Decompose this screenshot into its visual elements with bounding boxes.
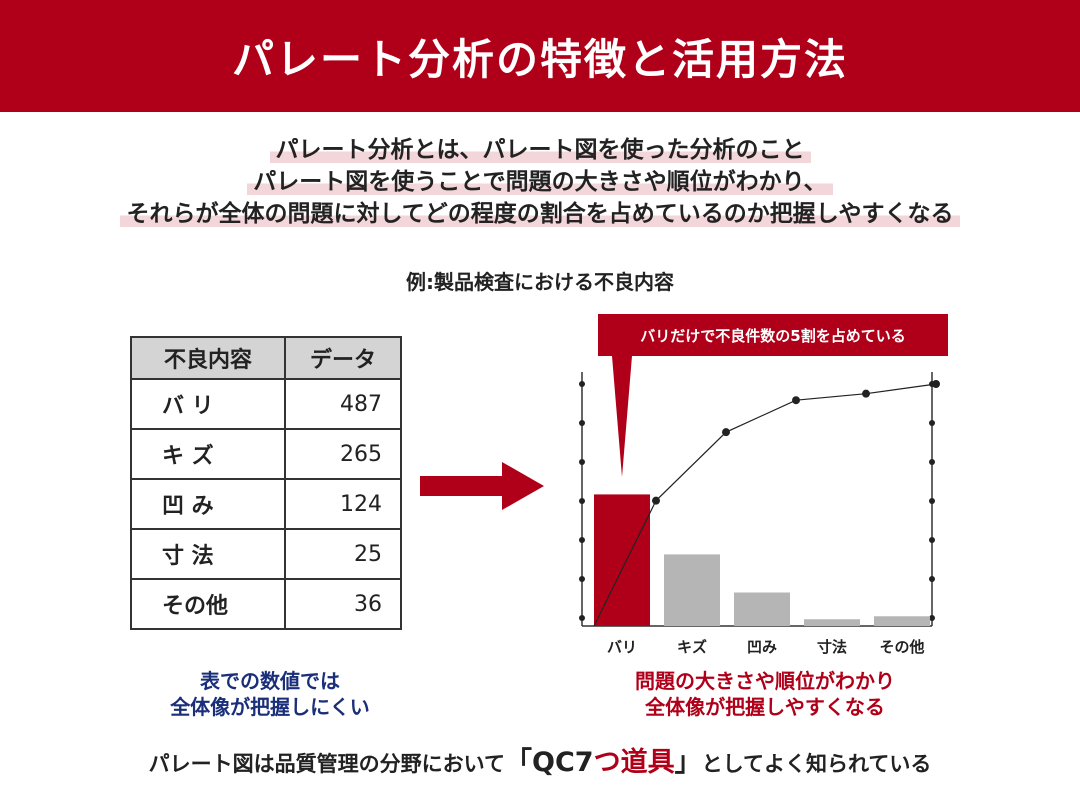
- table-cell-value: 36: [284, 578, 402, 630]
- y-axis-tick: [929, 576, 935, 582]
- table-cell-value: 25: [284, 528, 402, 580]
- footer-bracket-close: 」: [674, 747, 702, 778]
- cumulative-point: [652, 496, 660, 505]
- y-axis-tick: [579, 381, 585, 387]
- example-title: 例:製品検査における不良内容: [406, 270, 674, 294]
- cumulative-point: [792, 396, 800, 405]
- table-row: 寸 法 25: [130, 528, 402, 580]
- intro-line-3: それらが全体の問題に対してどの程度の割合を占めているのか把握しやすくなる: [0, 198, 1080, 230]
- x-axis-labels: バリ キズ 凹み 寸法 その他: [607, 638, 925, 656]
- intro-text: パレート分析とは、パレート図を使った分析のこと パレート図を使うことで問題の大き…: [0, 134, 1080, 230]
- bar-2: [734, 592, 790, 626]
- table-cell-name: キ ズ: [130, 428, 286, 480]
- table-cell-value: 265: [284, 428, 402, 480]
- caption-table: 表での数値では 全体像が把握しにくい: [120, 668, 420, 720]
- cumulative-point: [862, 389, 870, 398]
- chart-bars: [594, 494, 930, 626]
- y-axis-tick: [929, 420, 935, 426]
- callout: バリだけで不良件数の5割を占めている: [598, 314, 948, 477]
- callout-pointer: [612, 356, 632, 477]
- y-axis-tick: [579, 537, 585, 543]
- cumulative-polyline: [593, 383, 937, 627]
- footer-qc: QC7: [532, 747, 594, 778]
- bar-0: [594, 494, 650, 626]
- caption-table-line-1: 表での数値では: [200, 669, 340, 693]
- x-tick-label: その他: [879, 638, 924, 656]
- table-cell-name: 凹 み: [130, 478, 286, 530]
- bar-3: [804, 619, 860, 626]
- footer-bracket-open: 「: [505, 747, 533, 778]
- table-row: バ リ 487: [130, 378, 402, 430]
- table-cell-name: 寸 法: [130, 528, 286, 580]
- caption-chart-line-2: 全体像が把握しやすくなる: [645, 695, 885, 719]
- footer-text-before: パレート図は品質管理の分野において: [148, 752, 506, 776]
- pareto-chart: バリだけで不良件数の5割を占めている バリ キズ 凹み 寸法 その他: [579, 314, 948, 656]
- page-title: パレート分析の特徴と活用方法: [231, 34, 848, 84]
- table-header-defect: 不良内容: [130, 336, 286, 380]
- bar-4: [874, 616, 930, 626]
- footer-note: パレート図は品質管理の分野において「QC7つ道具」としてよく知られている: [0, 740, 1080, 779]
- y-axis-tick: [579, 420, 585, 426]
- intro-line-1: パレート分析とは、パレート図を使った分析のこと: [0, 134, 1080, 166]
- intro-line-2: パレート図を使うことで問題の大きさや順位がわかり、: [0, 166, 1080, 198]
- caption-chart-line-1: 問題の大きさや順位がわかり: [635, 669, 895, 693]
- y-axis-tick: [929, 615, 935, 621]
- y-axis-tick: [929, 459, 935, 465]
- y-axis-tick: [579, 576, 585, 582]
- table-header-row: 不良内容 データ: [130, 336, 402, 380]
- x-tick-label: バリ: [607, 638, 637, 656]
- y-axis-tick: [929, 537, 935, 543]
- callout-text: バリだけで不良件数の5割を占めている: [640, 327, 905, 345]
- footer-tool: つ道具: [593, 747, 675, 778]
- y-axis-tick: [929, 498, 935, 504]
- table-cell-name: その他: [130, 578, 286, 630]
- cumulative-point: [722, 428, 730, 437]
- y-axis-tick: [579, 498, 585, 504]
- table-header-data: データ: [284, 336, 402, 380]
- table-cell-value: 124: [284, 478, 402, 530]
- callout-box: [598, 314, 948, 356]
- table-row: キ ズ 265: [130, 428, 402, 480]
- x-tick-label: 寸法: [817, 638, 847, 656]
- defect-table: 不良内容 データ バ リ 487 キ ズ 265 凹 み 124 寸 法 25 …: [130, 336, 402, 630]
- x-tick-label: キズ: [677, 638, 707, 656]
- caption-table-line-2: 全体像が把握しにくい: [170, 695, 370, 719]
- title-banner: パレート分析の特徴と活用方法: [0, 0, 1080, 112]
- table-cell-value: 487: [284, 378, 402, 430]
- footer-text-after: としてよく知られている: [701, 752, 932, 776]
- x-tick-label: 凹み: [747, 638, 777, 656]
- table-row: その他 36: [130, 578, 402, 630]
- right-arrow-icon: [420, 462, 544, 510]
- y-axis-tick: [579, 615, 585, 621]
- cumulative-point: [932, 380, 940, 388]
- table-cell-name: バ リ: [130, 378, 286, 430]
- table-row: 凹 み 124: [130, 478, 402, 530]
- caption-chart: 問題の大きさや順位がわかり 全体像が把握しやすくなる: [570, 668, 960, 720]
- cumulative-line: [593, 380, 940, 627]
- bar-1: [664, 554, 720, 626]
- y-axis-tick: [579, 459, 585, 465]
